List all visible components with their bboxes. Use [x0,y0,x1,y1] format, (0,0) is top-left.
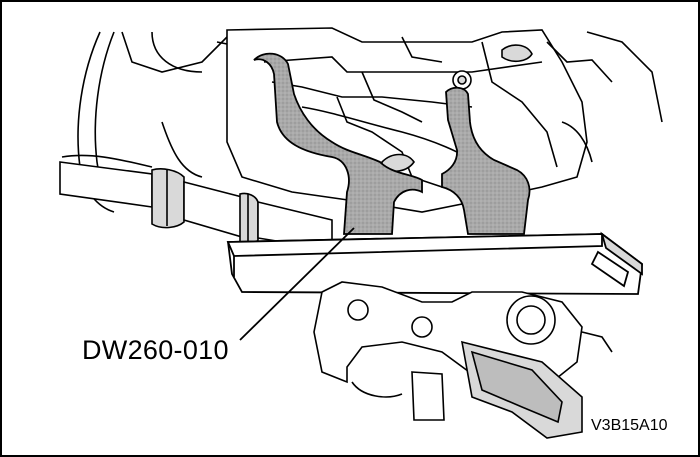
tool-callout-label: DW260-010 [82,335,229,365]
left-jack-fork [253,52,423,235]
figure-code: V3B15A10 [591,417,668,434]
drive-shaft [59,161,333,251]
callout-leader-line [239,227,355,341]
jack-plate [226,231,643,295]
right-jack-fork [441,86,531,235]
lower-mount [313,281,613,439]
